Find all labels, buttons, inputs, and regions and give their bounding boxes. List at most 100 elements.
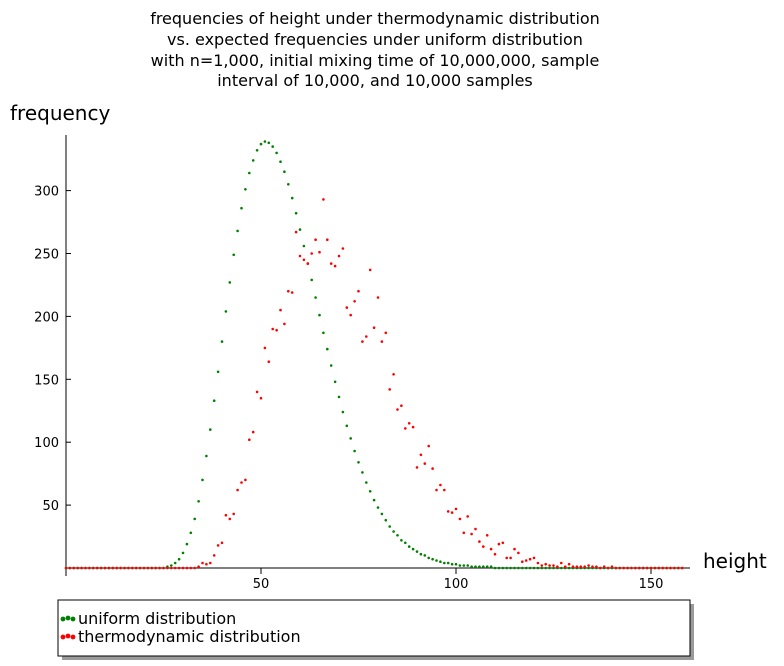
uniform-point xyxy=(485,565,489,568)
uniform-point xyxy=(329,364,333,367)
uniform-point xyxy=(380,512,384,516)
thermodynamic-point xyxy=(583,565,586,568)
thermodynamic-point xyxy=(209,561,212,565)
legend-label-thermodynamic: thermodynamic distribution xyxy=(78,627,301,646)
thermodynamic-point xyxy=(329,262,333,265)
uniform-point xyxy=(353,449,356,453)
uniform-point xyxy=(446,561,450,565)
thermodynamic-point xyxy=(505,556,509,560)
uniform-point xyxy=(251,159,255,162)
thermodynamic-point xyxy=(368,268,372,272)
thermodynamic-point xyxy=(146,566,150,570)
thermodynamic-point xyxy=(345,306,349,309)
thermodynamic-point xyxy=(162,566,165,570)
thermodynamic-point xyxy=(392,373,395,376)
uniform-point xyxy=(181,551,185,555)
thermodynamic-point xyxy=(275,328,278,332)
uniform-point xyxy=(513,566,516,570)
y-tick-label: 300 xyxy=(34,185,59,200)
uniform-point xyxy=(201,478,204,482)
thermodynamic-point xyxy=(680,566,684,570)
uniform-point xyxy=(415,550,419,553)
uniform-point xyxy=(302,244,306,248)
thermodynamic-point xyxy=(606,566,610,570)
uniform-point xyxy=(431,557,434,561)
thermodynamic-point xyxy=(575,565,579,568)
thermodynamic-point xyxy=(193,566,196,570)
thermodynamic-point xyxy=(497,542,501,546)
thermodynamic-point xyxy=(645,566,649,570)
uniform-point xyxy=(470,565,473,568)
thermodynamic-point xyxy=(361,340,364,343)
data-points xyxy=(64,140,684,570)
thermodynamic-point xyxy=(384,331,388,335)
uniform-point xyxy=(482,565,485,568)
uniform-point xyxy=(392,530,395,533)
x-axis-label: height xyxy=(703,549,767,573)
thermodynamic-point xyxy=(142,566,146,570)
thermodynamic-point xyxy=(240,481,243,484)
x-tick-label: 50 xyxy=(253,577,270,592)
uniform-point xyxy=(466,564,470,567)
uniform-point xyxy=(209,428,212,431)
thermodynamic-point xyxy=(622,566,625,570)
thermodynamic-point xyxy=(595,565,598,568)
uniform-point xyxy=(279,160,282,163)
thermodynamic-point xyxy=(302,258,306,262)
thermodynamic-point xyxy=(107,566,111,570)
thermodynamic-point xyxy=(337,254,341,258)
uniform-point xyxy=(450,562,454,566)
thermodynamic-point xyxy=(103,566,107,570)
thermodynamic-point xyxy=(263,346,267,350)
uniform-point xyxy=(376,506,380,509)
thermodynamic-point xyxy=(333,264,337,268)
y-tick-label: 250 xyxy=(34,248,59,263)
uniform-point xyxy=(337,395,341,399)
thermodynamic-point xyxy=(560,561,563,565)
thermodynamic-point xyxy=(228,517,232,521)
uniform-point xyxy=(411,547,415,551)
thermodynamic-point xyxy=(610,565,614,568)
uniform-point xyxy=(170,564,173,567)
thermodynamic-point xyxy=(326,238,329,241)
uniform-point xyxy=(177,557,181,561)
uniform-point xyxy=(287,183,290,186)
thermodynamic-point xyxy=(287,289,290,293)
thermodynamic-point xyxy=(513,547,516,551)
thermodynamic-point xyxy=(591,565,594,568)
thermodynamic-point xyxy=(99,566,103,570)
uniform-point xyxy=(318,313,321,317)
thermodynamic-point xyxy=(95,566,99,570)
x-tick-label: 100 xyxy=(444,577,469,592)
uniform-point xyxy=(244,188,247,191)
thermodynamic-point xyxy=(212,554,216,557)
thermodynamic-point xyxy=(380,340,384,343)
uniform-point xyxy=(524,566,528,570)
thermodynamic-point xyxy=(138,566,142,570)
thermodynamic-point xyxy=(255,390,259,394)
thermodynamic-point xyxy=(314,238,317,241)
uniform-point xyxy=(290,196,294,200)
uniform-point xyxy=(173,561,177,565)
thermodynamic-point xyxy=(279,308,282,312)
uniform-point xyxy=(345,424,349,428)
thermodynamic-point xyxy=(341,247,345,250)
uniform-point xyxy=(259,142,263,146)
thermodynamic-point xyxy=(127,566,130,570)
thermodynamic-point xyxy=(579,565,583,568)
thermodynamic-point xyxy=(482,545,485,548)
thermodynamic-point xyxy=(306,262,310,265)
thermodynamic-point xyxy=(294,230,298,234)
uniform-point xyxy=(560,566,563,570)
thermodynamic-point xyxy=(485,534,489,537)
x-ticks: 50 100 150 xyxy=(253,568,663,592)
uniform-point xyxy=(220,340,224,343)
uniform-point xyxy=(271,145,275,148)
thermodynamic-point xyxy=(68,566,72,570)
thermodynamic-point xyxy=(271,327,275,331)
thermodynamic-point xyxy=(372,326,376,330)
chart-title-line-3: with n=1,000, initial mixing time of 10,… xyxy=(151,51,600,70)
uniform-point xyxy=(368,490,372,493)
thermodynamic-point xyxy=(665,566,668,570)
legend-label-uniform: uniform distribution xyxy=(78,609,236,628)
